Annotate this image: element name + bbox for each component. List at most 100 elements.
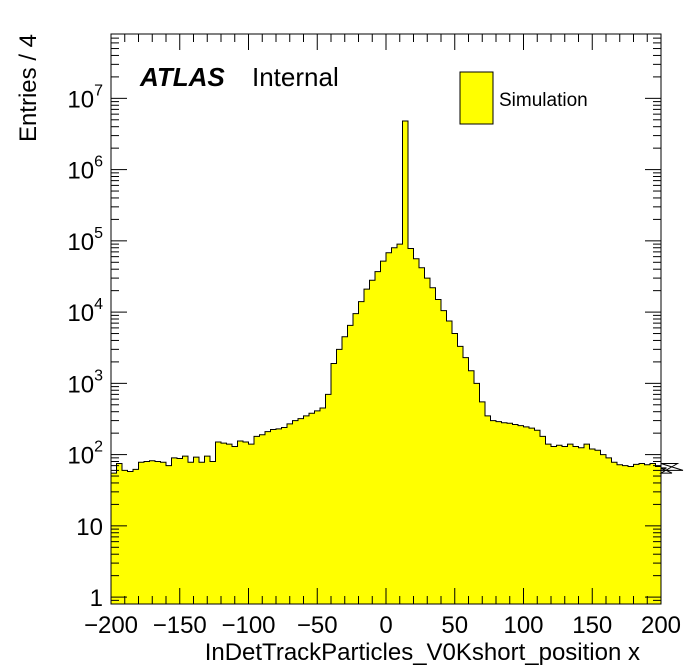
y-tick-label: 103 bbox=[67, 367, 103, 398]
histogram-bin bbox=[386, 252, 392, 604]
histogram-bin bbox=[292, 420, 298, 604]
histogram-bin bbox=[215, 442, 221, 604]
histogram-bin bbox=[545, 444, 551, 604]
histogram-bin bbox=[342, 336, 348, 604]
histogram-bin bbox=[600, 454, 606, 604]
histogram-bin bbox=[402, 121, 408, 604]
histogram-bin bbox=[611, 462, 617, 604]
histogram-bin bbox=[149, 460, 155, 604]
histogram-bin bbox=[595, 450, 601, 604]
histogram-bin bbox=[298, 418, 304, 604]
histogram-bin bbox=[204, 456, 210, 604]
histogram-bin bbox=[485, 415, 491, 604]
histogram-bin bbox=[166, 465, 172, 604]
histogram-bin bbox=[193, 457, 199, 604]
histogram-bin bbox=[226, 444, 232, 604]
histogram-bin bbox=[419, 267, 425, 604]
x-tick-label: −50 bbox=[297, 612, 338, 639]
histogram-bin bbox=[452, 333, 458, 604]
x-tick-label: 200 bbox=[641, 612, 681, 639]
histogram-outline bbox=[110, 120, 684, 604]
y-axis-label: Entries / 4 bbox=[15, 34, 42, 142]
histogram-bin bbox=[160, 462, 166, 604]
histogram-bin bbox=[122, 470, 128, 604]
histogram-bin bbox=[540, 436, 546, 604]
histogram-bin bbox=[248, 444, 254, 604]
histogram-bin bbox=[188, 462, 194, 604]
histogram-bin bbox=[496, 421, 502, 604]
histogram-bin bbox=[358, 301, 364, 604]
histogram-bin bbox=[397, 244, 403, 605]
histogram-bin bbox=[644, 464, 650, 604]
histogram-bin bbox=[281, 427, 287, 604]
y-tick-label: 104 bbox=[67, 296, 103, 327]
histogram-bin bbox=[353, 313, 359, 604]
histogram-bin bbox=[446, 321, 452, 604]
histogram-bin bbox=[507, 423, 513, 604]
histogram-bin bbox=[237, 441, 243, 604]
y-tick-label: 106 bbox=[67, 154, 103, 185]
histogram-bin bbox=[479, 401, 485, 604]
histogram-bin bbox=[501, 422, 507, 604]
histogram-bin bbox=[518, 425, 524, 604]
atlas-label: ATLAS bbox=[139, 62, 225, 92]
histogram-layer bbox=[110, 120, 684, 605]
histogram-bin bbox=[633, 464, 639, 604]
histogram-bin bbox=[127, 471, 133, 604]
histogram-bin bbox=[320, 408, 326, 604]
histogram-bin bbox=[221, 443, 227, 604]
histogram-bin bbox=[177, 458, 183, 604]
histogram-bin bbox=[336, 349, 342, 604]
histogram-bin bbox=[182, 456, 188, 604]
histogram-bin bbox=[512, 424, 518, 604]
histogram-bin bbox=[243, 442, 249, 604]
histogram-bin bbox=[199, 462, 205, 604]
histogram-bin bbox=[622, 465, 628, 604]
status-label: Internal bbox=[252, 62, 339, 92]
histogram-bin bbox=[133, 469, 139, 604]
x-tick-label: 150 bbox=[572, 612, 612, 639]
histogram-bin bbox=[578, 447, 584, 604]
histogram-bin bbox=[490, 420, 496, 604]
x-tick-label: 100 bbox=[503, 612, 543, 639]
histogram-bin bbox=[468, 370, 474, 604]
y-tick-label: 107 bbox=[67, 82, 103, 113]
y-tick-label: 102 bbox=[67, 439, 103, 470]
histogram-bin bbox=[265, 431, 271, 604]
histogram-bin bbox=[474, 383, 480, 604]
histogram-bin bbox=[457, 346, 463, 604]
histogram-bin bbox=[144, 461, 150, 604]
x-tick-label: −150 bbox=[153, 612, 207, 639]
x-tick-label: −200 bbox=[84, 612, 138, 639]
histogram-bin bbox=[232, 446, 238, 604]
histogram-bin bbox=[562, 446, 568, 604]
legend-swatch-simulation bbox=[459, 71, 494, 125]
histogram-bin bbox=[639, 463, 645, 604]
x-axis-label: InDetTrackParticles_V0Kshort_position x bbox=[205, 639, 640, 666]
histogram-bin bbox=[650, 463, 656, 604]
histogram-bin bbox=[210, 461, 216, 604]
histogram-bin bbox=[424, 278, 430, 604]
histogram-bin bbox=[138, 462, 144, 604]
histogram-bin bbox=[606, 457, 612, 604]
y-tick-label: 105 bbox=[67, 225, 103, 256]
histogram-bin bbox=[111, 473, 117, 604]
histogram-bin bbox=[364, 289, 370, 604]
x-tick-label: −100 bbox=[221, 612, 275, 639]
histogram-bin bbox=[314, 410, 320, 604]
histogram-bin bbox=[556, 445, 562, 604]
histogram-bin bbox=[276, 428, 282, 604]
histogram-bin bbox=[369, 280, 375, 604]
histogram-bin bbox=[331, 363, 337, 604]
histogram-bin bbox=[347, 325, 353, 604]
histogram-bin bbox=[408, 248, 414, 604]
histogram-bin bbox=[589, 448, 595, 604]
histogram-bin bbox=[441, 310, 447, 604]
histogram-bin bbox=[435, 299, 441, 604]
histogram-bin bbox=[463, 357, 469, 604]
histogram-bin bbox=[171, 457, 177, 604]
y-tick-label: 1 bbox=[90, 585, 103, 612]
histogram-bin bbox=[259, 434, 265, 604]
histogram-bin bbox=[254, 436, 260, 604]
